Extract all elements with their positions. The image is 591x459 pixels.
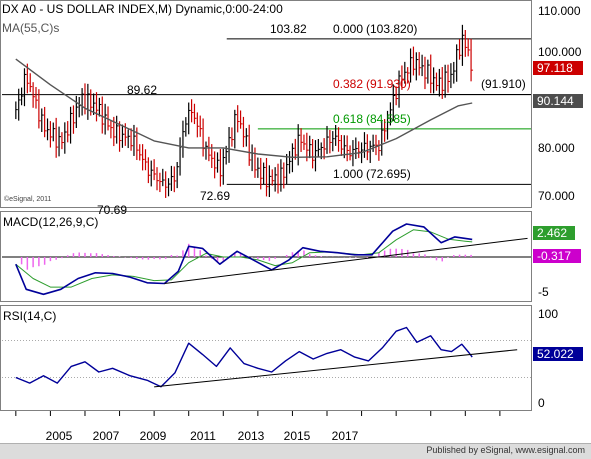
price-tick-70: 70.000 — [538, 189, 575, 203]
price-tick-80: 80.000 — [538, 141, 575, 155]
annotation-2011-low: 72.69 — [200, 189, 230, 203]
macd-tick-neg5: -5 — [538, 285, 549, 299]
ma-line — [15, 58, 473, 159]
fib-618-ratio: 0.618 — [333, 112, 363, 126]
x-tick-2005: 2005 — [46, 429, 73, 443]
fib-1000-value: (72.695) — [366, 167, 411, 181]
x-tick-2009: 2009 — [140, 429, 167, 443]
rsi-panel-frame — [0, 305, 532, 411]
last-price-box — [533, 61, 583, 75]
footer-bar: Published by eSignal, www.esignal.com — [0, 443, 591, 459]
rsi-line — [15, 326, 473, 388]
price-panel-frame — [0, 0, 532, 208]
fib-382-value: (91.930) — [366, 77, 411, 91]
x-tick-2017: 2017 — [332, 429, 359, 443]
rsi-value: 52.022 — [537, 347, 574, 361]
watermark: ©eSignal, 2011 — [4, 195, 52, 203]
rsi-tick-100: 100 — [538, 307, 558, 321]
fib-618-value: (84.585) — [366, 112, 411, 126]
rsi-tick-0: 0 — [538, 396, 545, 410]
macd-value-box — [533, 226, 575, 240]
signal-value-box — [533, 249, 581, 263]
fib-1000-ratio: 1.000 — [333, 167, 363, 181]
fib-382-ratio: 0.382 — [333, 77, 363, 91]
last-price-value: 97.118 — [537, 61, 573, 75]
macd-line — [15, 223, 473, 296]
macd-signal-line — [15, 229, 473, 288]
x-tick-2013: 2013 — [238, 429, 265, 443]
rsi-trendline — [154, 349, 518, 388]
macd-panel-frame — [0, 211, 532, 302]
x-tick-2011: 2011 — [190, 429, 216, 443]
price-tick-100: 100.000 — [538, 45, 582, 59]
x-tick-2015: 2015 — [284, 429, 311, 443]
rsi-panel-label: RSI(14,C) — [3, 309, 56, 323]
rsi-value-box — [533, 347, 583, 361]
macd-value: 2.462 — [537, 226, 567, 240]
ma-value-box — [533, 94, 583, 108]
footer-credit: Published by eSignal, www.esignal.com — [426, 445, 585, 455]
ma-label: MA(55,C)s — [2, 21, 59, 35]
price-panel-title: DX A0 - US DOLLAR INDEX,M) Dynamic,0:00-… — [2, 2, 283, 16]
x-tick-2007: 2007 — [93, 429, 120, 443]
macd-panel-label: MACD(12,26,9,C) — [3, 215, 98, 229]
signal-value: -0.317 — [537, 249, 571, 263]
fib-0-ratio: 0.000 — [333, 22, 363, 36]
annotation-2008-low: 70.69 — [97, 203, 127, 217]
annotation-hline: (91.910) — [481, 77, 526, 91]
annotation-high: 103.82 — [270, 22, 307, 36]
fib-0-value: (103.820) — [366, 22, 417, 36]
price-tick-110: 110.000 — [538, 4, 581, 18]
chart-svg: DX A0 - US DOLLAR INDEX,M) Dynamic,0:00-… — [0, 0, 583, 443]
macd-trendline — [164, 237, 528, 285]
ma-value: 90.144 — [537, 94, 574, 108]
annotation-2009-high: 89.62 — [127, 83, 157, 97]
